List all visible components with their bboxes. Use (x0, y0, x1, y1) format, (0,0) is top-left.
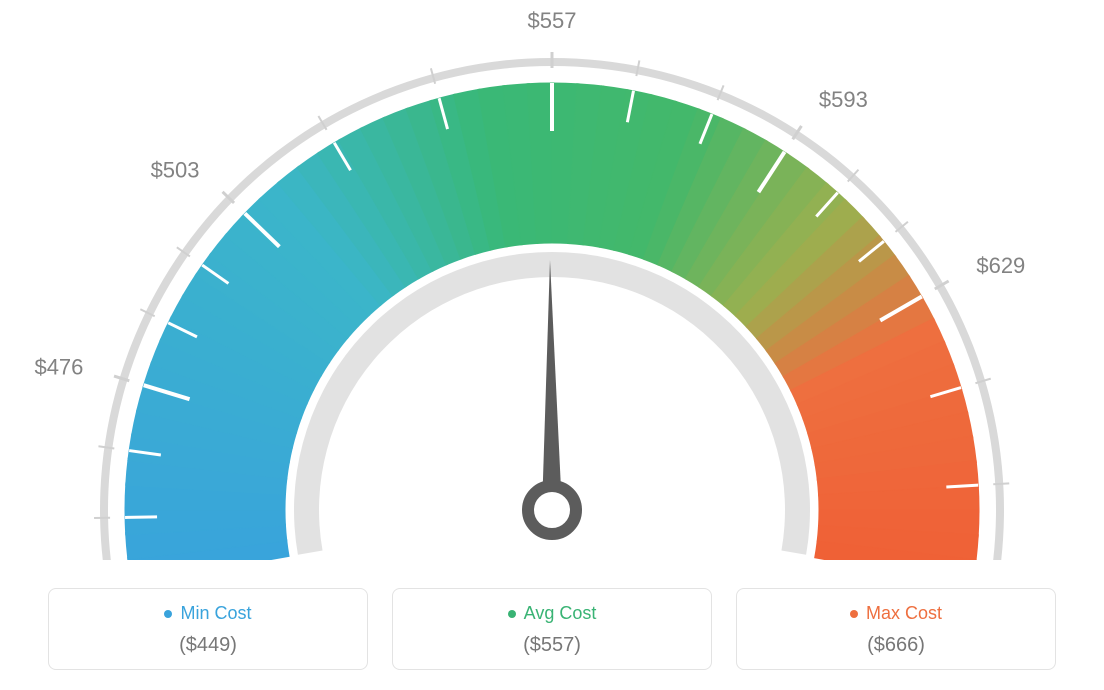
legend-title-avg: Avg Cost (508, 603, 597, 624)
cost-gauge-chart: $449$476$503$557$593$629$666 (0, 0, 1104, 560)
legend-card-max: Max Cost ($666) (736, 588, 1056, 670)
legend-label-max: Max Cost (866, 603, 942, 624)
legend-title-max: Max Cost (850, 603, 942, 624)
tick-label: $629 (976, 253, 1025, 278)
tick-label: $557 (528, 8, 577, 33)
legend-value-max: ($666) (747, 634, 1045, 657)
gauge-svg: $449$476$503$557$593$629$666 (0, 0, 1104, 560)
legend-title-min: Min Cost (164, 603, 251, 624)
tick-label: $593 (819, 87, 868, 112)
legend-label-min: Min Cost (180, 603, 251, 624)
legend-value-min: ($449) (59, 634, 357, 657)
legend-value-avg: ($557) (403, 634, 701, 657)
legend-card-avg: Avg Cost ($557) (392, 588, 712, 670)
tick-label: $476 (34, 355, 83, 380)
needle-hub (528, 486, 576, 534)
dot-icon (164, 610, 172, 618)
dot-icon (508, 610, 516, 618)
needle (542, 260, 562, 510)
dot-icon (850, 610, 858, 618)
legend-row: Min Cost ($449) Avg Cost ($557) Max Cost… (0, 588, 1104, 670)
legend-label-avg: Avg Cost (524, 603, 597, 624)
tick-label: $503 (151, 158, 200, 183)
legend-card-min: Min Cost ($449) (48, 588, 368, 670)
